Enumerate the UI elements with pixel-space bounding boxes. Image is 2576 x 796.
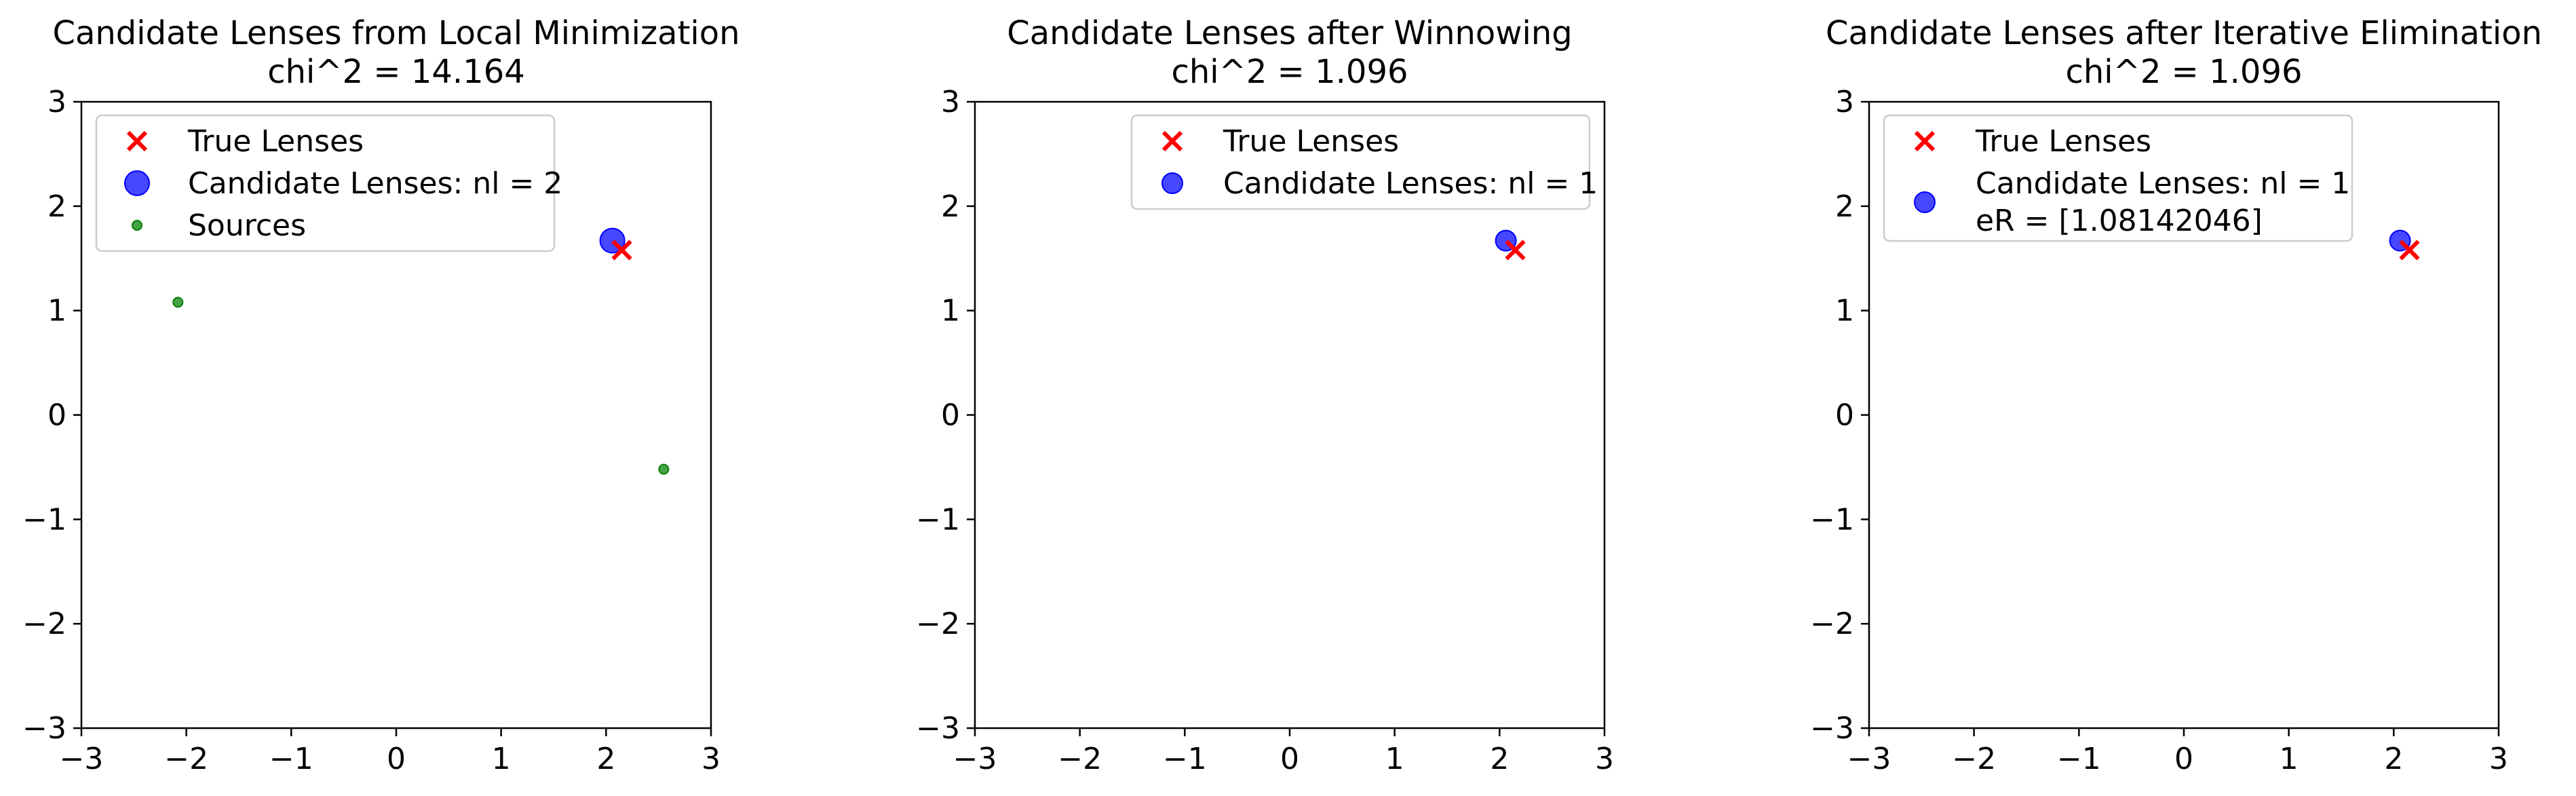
x-tick-label: −1 [2057,742,2101,776]
legend-marker [1161,172,1183,194]
chart-subtitle: chi^2 = 1.096 [1171,53,1408,91]
legend-label-line2: eR = [1.08142046] [1976,204,2263,238]
x-tick-label: 2 [2384,742,2403,776]
chart-title: Candidate Lenses after Winnowing [1007,14,1573,52]
y-tick-label: 0 [1835,398,1854,433]
true-lens-point [1505,240,1526,261]
x-tick-label: −1 [269,742,313,776]
x-tick-label: −2 [1952,742,1996,776]
source-point [172,297,184,308]
legend-box [1883,114,2353,242]
y-tick-label: 1 [47,294,66,328]
legend-label: True Lenses [1975,124,2151,159]
x-tick-label: 2 [596,742,615,776]
y-tick-label: −1 [1810,502,1854,537]
x-tick-label: 0 [387,742,406,776]
x-tick-label: 3 [701,742,720,776]
y-tick-label: −2 [22,607,66,641]
legend-box [1130,114,1591,210]
x-tick-label: 1 [492,742,511,776]
y-tick-label: 0 [941,398,960,433]
true-lens-point [611,240,632,261]
x-tick-label: 3 [2489,742,2508,776]
y-tick-label: 1 [1835,294,1854,328]
x-tick-label: 0 [2174,742,2193,776]
legend: True Lenses Candidate Lenses: nl = 1 [1130,114,1598,210]
legend-label: Candidate Lenses: nl = 2 [188,166,562,201]
true-lens-point [2399,240,2420,261]
y-tick-label: −3 [1810,711,1854,746]
y-tick-label: 3 [1835,85,1854,119]
legend-marker [132,220,142,231]
chart-title: Candidate Lenses from Local Minimization [52,14,739,52]
source-point [658,463,670,475]
legend-label: Candidate Lenses: nl = 1 [1976,166,2350,201]
x-tick-label: 3 [1595,742,1614,776]
y-tick-label: 2 [47,189,66,224]
x-tick-label: 2 [1490,742,1509,776]
legend-label: Candidate Lenses: nl = 1 [1223,166,1598,201]
legend-marker [126,130,148,152]
chart-subtitle: chi^2 = 14.164 [267,53,525,91]
y-tick-label: −3 [916,711,960,746]
legend-label: True Lenses [187,124,364,159]
y-tick-label: −2 [1810,607,1854,641]
y-tick-label: 2 [941,189,960,224]
x-tick-label: −3 [1847,742,1891,776]
x-tick-label: 1 [1385,742,1404,776]
y-tick-label: 0 [47,398,66,433]
subplot-1: Candidate Lenses from Local Minimization… [22,14,739,776]
x-tick-label: 1 [2280,742,2299,776]
y-tick-label: −3 [22,711,66,746]
legend: True Lenses Candidate Lenses: nl = 1 eR =… [1883,114,2353,242]
legend-label: True Lenses [1223,124,1399,159]
x-tick-label: 0 [1280,742,1299,776]
y-tick-label: −1 [916,502,960,537]
y-tick-label: 3 [941,85,960,119]
y-tick-label: 3 [47,85,66,119]
y-tick-label: −2 [916,607,960,641]
legend-marker [1914,130,1936,152]
legend-marker [124,170,150,196]
chart-title: Candidate Lenses after Iterative Elimina… [1826,14,2542,52]
legend-label: Sources [188,208,306,243]
x-tick-label: −3 [953,742,997,776]
legend-box [95,114,556,252]
y-tick-label: 2 [1835,189,1854,224]
y-tick-label: −1 [22,502,66,537]
legend: True Lenses Candidate Lenses: nl = 2 Sourc… [95,114,562,252]
legend-marker [1914,191,1936,213]
x-tick-label: −2 [164,742,208,776]
subplot-3: Candidate Lenses after Iterative Elimina… [1810,14,2542,776]
y-tick-label: 1 [941,294,960,328]
legend-marker [1161,130,1183,152]
x-tick-label: −1 [1163,742,1207,776]
chart-subtitle: chi^2 = 1.096 [2065,53,2302,91]
x-tick-label: −3 [60,742,104,776]
x-tick-label: −2 [1058,742,1102,776]
